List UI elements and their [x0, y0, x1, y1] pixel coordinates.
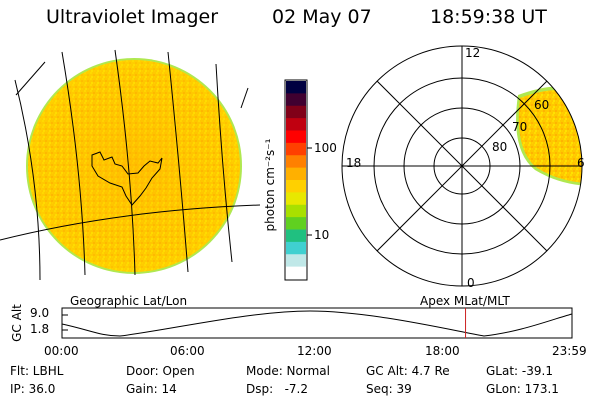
earth-disc-image [26, 58, 242, 274]
colorbar-cell [286, 204, 306, 218]
colorbar-cell [286, 266, 306, 280]
altitude-ytick-low: 1.8 [30, 322, 50, 336]
altitude-ytick-high: 9.0 [30, 306, 50, 320]
time-label: 18:59:38 UT [430, 6, 547, 28]
colorbar-cell [286, 217, 306, 230]
colorbar-cell [286, 142, 306, 156]
info-filter: Flt: LBHL [10, 364, 64, 378]
geographic-title: Geographic Lat/Lon [70, 294, 188, 308]
xtick-1800: 18:00 [425, 344, 460, 358]
xtick-0600: 06:00 [170, 344, 205, 358]
info-seq: Seq: 39 [366, 382, 412, 396]
mlt-label-12: 12 [465, 46, 481, 60]
colorbar-cell [286, 167, 306, 181]
colorbar-cell [286, 180, 306, 193]
colorbar-cell [286, 241, 306, 255]
mlt-label-0: 0 [467, 276, 475, 290]
geographic-grid [0, 49, 261, 281]
altitude-panel [61, 307, 573, 339]
mlt-label-6: 6 [577, 156, 585, 170]
info-ip: IP: 36.0 [10, 382, 56, 396]
polar-plot [341, 45, 583, 287]
coastline [91, 151, 163, 206]
lat-label-70: 70 [512, 120, 528, 134]
lat-label-60: 60 [534, 98, 550, 112]
xtick-1200: 12:00 [297, 344, 332, 358]
colorbar-cell [286, 254, 306, 268]
lat-label-80: 80 [492, 140, 508, 154]
colorbar-label: photon cm⁻²s⁻¹ [263, 138, 277, 232]
colorbar [284, 79, 312, 281]
colorbar-cell [286, 81, 306, 94]
info-glat: GLat: -39.1 [486, 364, 553, 378]
info-mode: Mode: Normal [246, 364, 330, 378]
colorbar-tick-100: 100 [314, 141, 337, 155]
info-gain: Gain: 14 [126, 382, 177, 396]
info-door: Door: Open [126, 364, 195, 378]
colorbar-tick-10: 10 [314, 228, 330, 242]
xtick-2359: 23:59 [552, 344, 587, 358]
colorbar-cell [286, 229, 306, 243]
colorbar-cell [286, 130, 306, 144]
apex-title: Apex MLat/MLT [420, 294, 510, 308]
date-label: 02 May 07 [272, 6, 372, 28]
colorbar-cell [286, 93, 306, 107]
altitude-ylabel: GC Alt [10, 304, 24, 342]
info-glon: GLon: 173.1 [486, 382, 559, 396]
xtick-0000: 00:00 [44, 344, 79, 358]
colorbar-cell [286, 118, 306, 131]
colorbar-cell [286, 192, 306, 206]
info-dsp: Dsp: -7.2 [246, 382, 309, 396]
colorbar-cell [286, 155, 306, 169]
colorbar-cell [286, 105, 306, 119]
mlt-label-18: 18 [346, 156, 362, 170]
altitude-curve [61, 310, 573, 337]
info-gc-alt: GC Alt: 4.7 Re [366, 364, 450, 378]
instrument-title: Ultraviolet Imager [46, 6, 219, 28]
